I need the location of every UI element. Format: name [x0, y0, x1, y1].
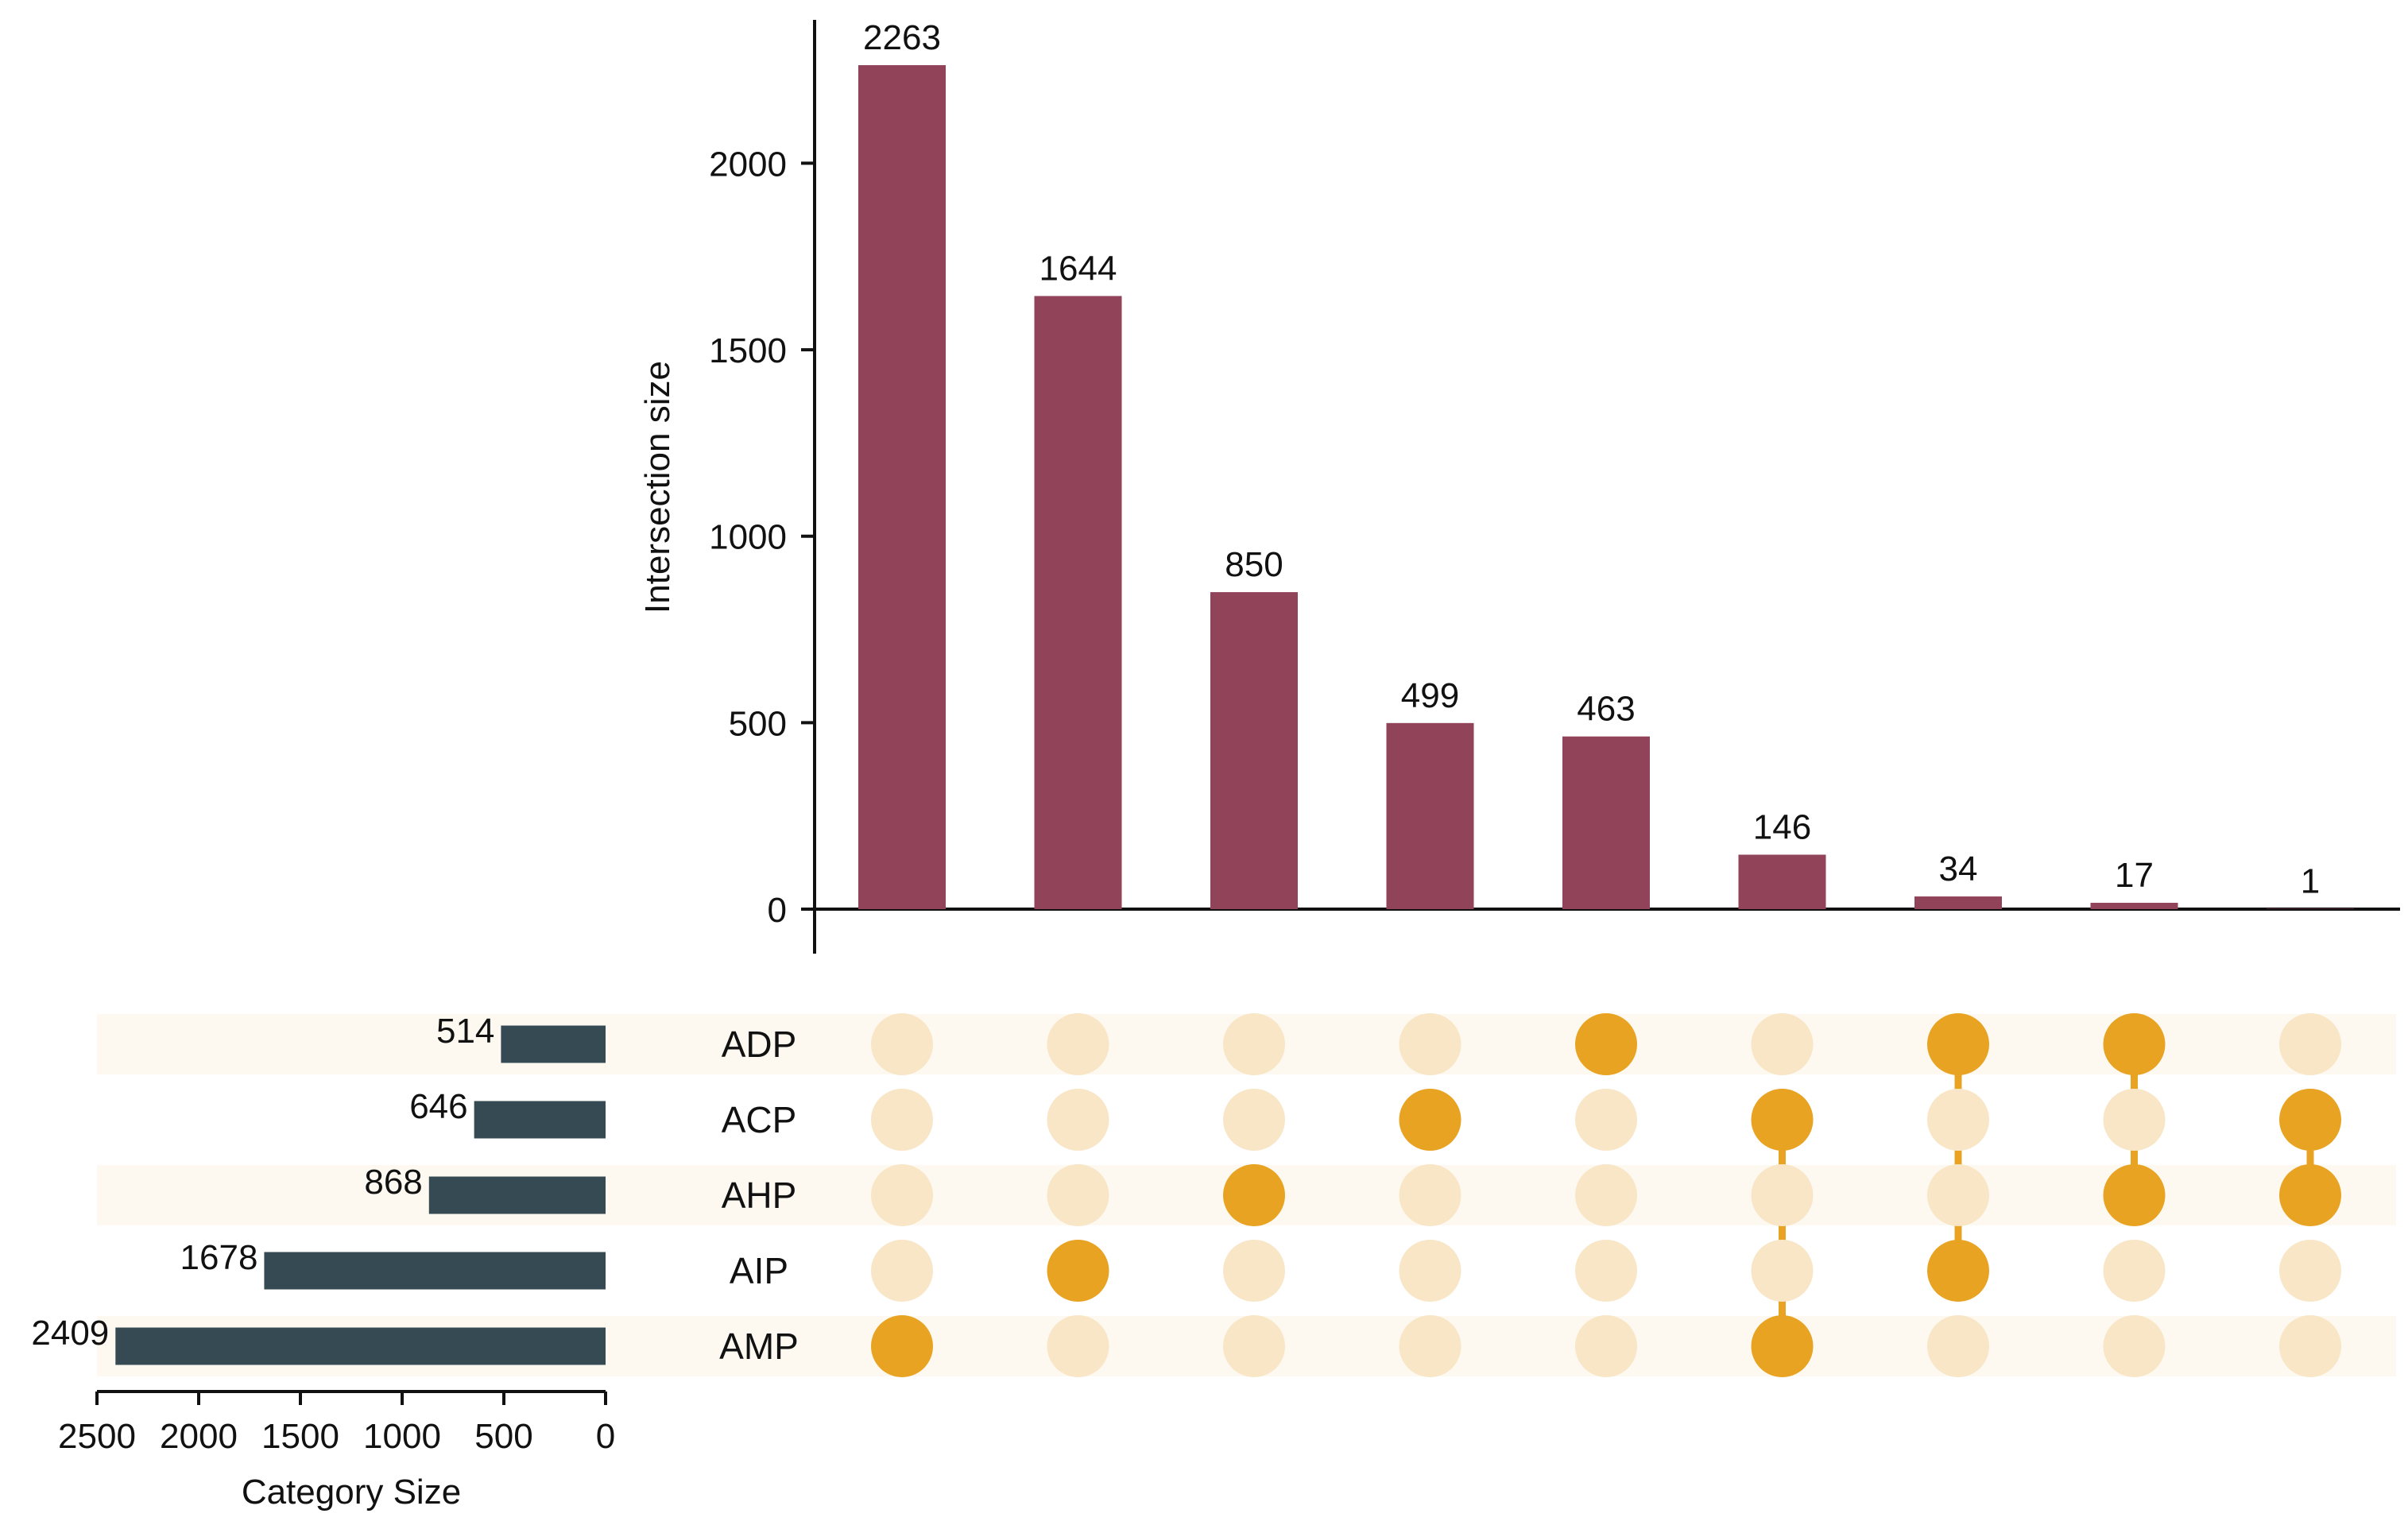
category-tick-label-0: 0: [596, 1417, 615, 1456]
intersection-tick-label-1000: 1000: [709, 518, 787, 557]
matrix-dot-6-ahp-inactive: [1927, 1164, 1989, 1226]
intersection-tick-label-0: 0: [768, 891, 787, 930]
matrix-dot-5-ahp-inactive: [1751, 1164, 1814, 1226]
intersection-bar-label-3: 499: [1401, 676, 1459, 715]
matrix-dot-4-amp-inactive: [1575, 1315, 1637, 1377]
matrix-dot-6-acp-inactive: [1927, 1089, 1989, 1151]
matrix-dot-1-ahp-inactive: [1047, 1164, 1109, 1226]
category-bar-ahp: [428, 1176, 606, 1214]
category-tick-label-500: 500: [474, 1417, 532, 1456]
matrix-dot-4-acp-inactive: [1575, 1089, 1637, 1151]
category-size-axis-label: Category Size: [242, 1473, 461, 1512]
matrix-dot-7-acp-inactive: [2103, 1089, 2166, 1151]
category-bar-acp: [474, 1101, 606, 1139]
category-tick-label-2500: 2500: [58, 1417, 136, 1456]
matrix-dot-2-acp-inactive: [1223, 1089, 1285, 1151]
intersection-bar-7: [2090, 903, 2178, 909]
matrix-dot-0-acp-inactive: [871, 1089, 933, 1151]
matrix-dot-1-adp-inactive: [1047, 1013, 1109, 1075]
matrix-dot-8-acp-active: [2279, 1089, 2341, 1151]
matrix-dot-5-adp-inactive: [1751, 1013, 1814, 1075]
matrix-dot-4-ahp-inactive: [1575, 1164, 1637, 1226]
matrix-dot-2-ahp-active: [1223, 1164, 1285, 1226]
category-bar-label-acp: 646: [409, 1087, 467, 1126]
category-tick-label-1000: 1000: [363, 1417, 441, 1456]
matrix-dot-0-adp-inactive: [871, 1013, 933, 1075]
intersection-bar-label-5: 146: [1753, 807, 1811, 846]
category-tick-label-2000: 2000: [160, 1417, 238, 1456]
set-label-acp: ACP: [722, 1099, 797, 1140]
matrix-dot-0-aip-inactive: [871, 1240, 933, 1302]
matrix-dot-4-aip-inactive: [1575, 1240, 1637, 1302]
category-size-axis: Category Size 2500 2000 1500 1000 500 0: [58, 1390, 615, 1512]
matrix-dot-8-ahp-active: [2279, 1164, 2341, 1226]
matrix-dot-6-amp-inactive: [1927, 1315, 1989, 1377]
matrix-dot-3-amp-inactive: [1399, 1315, 1461, 1377]
matrix-dot-1-amp-inactive: [1047, 1315, 1109, 1377]
intersection-bar-label-8: 1: [2301, 862, 2320, 901]
matrix-dot-5-aip-inactive: [1751, 1240, 1814, 1302]
intersection-bar-label-4: 463: [1577, 690, 1635, 729]
matrix-dot-5-amp-active: [1751, 1315, 1814, 1377]
matrix-dot-1-acp-inactive: [1047, 1089, 1109, 1151]
intersection-bar-3: [1386, 722, 1474, 909]
intersection-matrix: [871, 1013, 2341, 1377]
matrix-dot-4-adp-active: [1575, 1013, 1637, 1075]
category-bar-label-ahp: 868: [364, 1163, 422, 1202]
set-label-aip: AIP: [730, 1250, 788, 1291]
intersection-bars: 2263 1644 850 499 463 146 34 17 1: [858, 18, 2354, 909]
matrix-dot-7-adp-active: [2103, 1013, 2166, 1075]
category-bar-aip: [264, 1252, 606, 1290]
intersection-bar-label-7: 17: [2115, 856, 2154, 895]
matrix-dot-7-ahp-active: [2103, 1164, 2166, 1226]
category-bar-label-aip: 1678: [180, 1238, 258, 1277]
matrix-dot-1-aip-active: [1047, 1240, 1109, 1302]
intersection-bar-1: [1034, 296, 1122, 909]
category-bar-label-adp: 514: [436, 1012, 494, 1051]
matrix-dot-7-aip-inactive: [2103, 1240, 2166, 1302]
intersection-bar-2: [1210, 592, 1298, 909]
intersection-bar-label-1: 1644: [1039, 249, 1117, 288]
matrix-dot-0-ahp-inactive: [871, 1164, 933, 1226]
intersection-y-axis-label: Intersection size: [638, 361, 677, 614]
intersection-bar-label-6: 34: [1939, 850, 1978, 888]
set-labels: ADP ACP AHP AIP AMP: [719, 1024, 799, 1367]
matrix-dot-3-adp-inactive: [1399, 1013, 1461, 1075]
intersection-tick-label-500: 500: [729, 704, 787, 743]
intersection-bar-label-2: 850: [1225, 545, 1283, 584]
matrix-dot-2-amp-inactive: [1223, 1315, 1285, 1377]
matrix-dot-2-adp-inactive: [1223, 1013, 1285, 1075]
matrix-dot-7-amp-inactive: [2103, 1315, 2166, 1377]
intersection-bar-6: [1914, 896, 2002, 909]
category-bar-label-amp: 2409: [31, 1314, 109, 1353]
matrix-dot-8-adp-inactive: [2279, 1013, 2341, 1075]
matrix-dot-6-aip-active: [1927, 1240, 1989, 1302]
set-label-amp: AMP: [719, 1326, 799, 1367]
matrix-dot-8-amp-inactive: [2279, 1315, 2341, 1377]
matrix-dot-2-aip-inactive: [1223, 1240, 1285, 1302]
intersection-bar-label-0: 2263: [863, 18, 941, 57]
intersection-bar-4: [1562, 736, 1650, 909]
matrix-dot-3-aip-inactive: [1399, 1240, 1461, 1302]
category-tick-label-1500: 1500: [261, 1417, 339, 1456]
category-bar-amp: [115, 1327, 606, 1365]
matrix-dot-6-adp-active: [1927, 1013, 1989, 1075]
matrix-dot-3-acp-active: [1399, 1089, 1461, 1151]
matrix-dot-5-acp-active: [1751, 1089, 1814, 1151]
intersection-bar-5: [1738, 854, 1826, 909]
category-bar-adp: [501, 1025, 606, 1063]
matrix-dot-3-ahp-inactive: [1399, 1164, 1461, 1226]
intersection-tick-label-1500: 1500: [709, 331, 787, 370]
set-label-adp: ADP: [722, 1024, 797, 1065]
intersection-bar-0: [858, 65, 946, 909]
set-label-ahp: AHP: [722, 1175, 797, 1216]
intersection-tick-label-2000: 2000: [709, 145, 787, 184]
category-size-bars: 514 646 868 1678 2409: [31, 1012, 606, 1365]
matrix-dot-8-aip-inactive: [2279, 1240, 2341, 1302]
matrix-dot-0-amp-active: [871, 1315, 933, 1377]
